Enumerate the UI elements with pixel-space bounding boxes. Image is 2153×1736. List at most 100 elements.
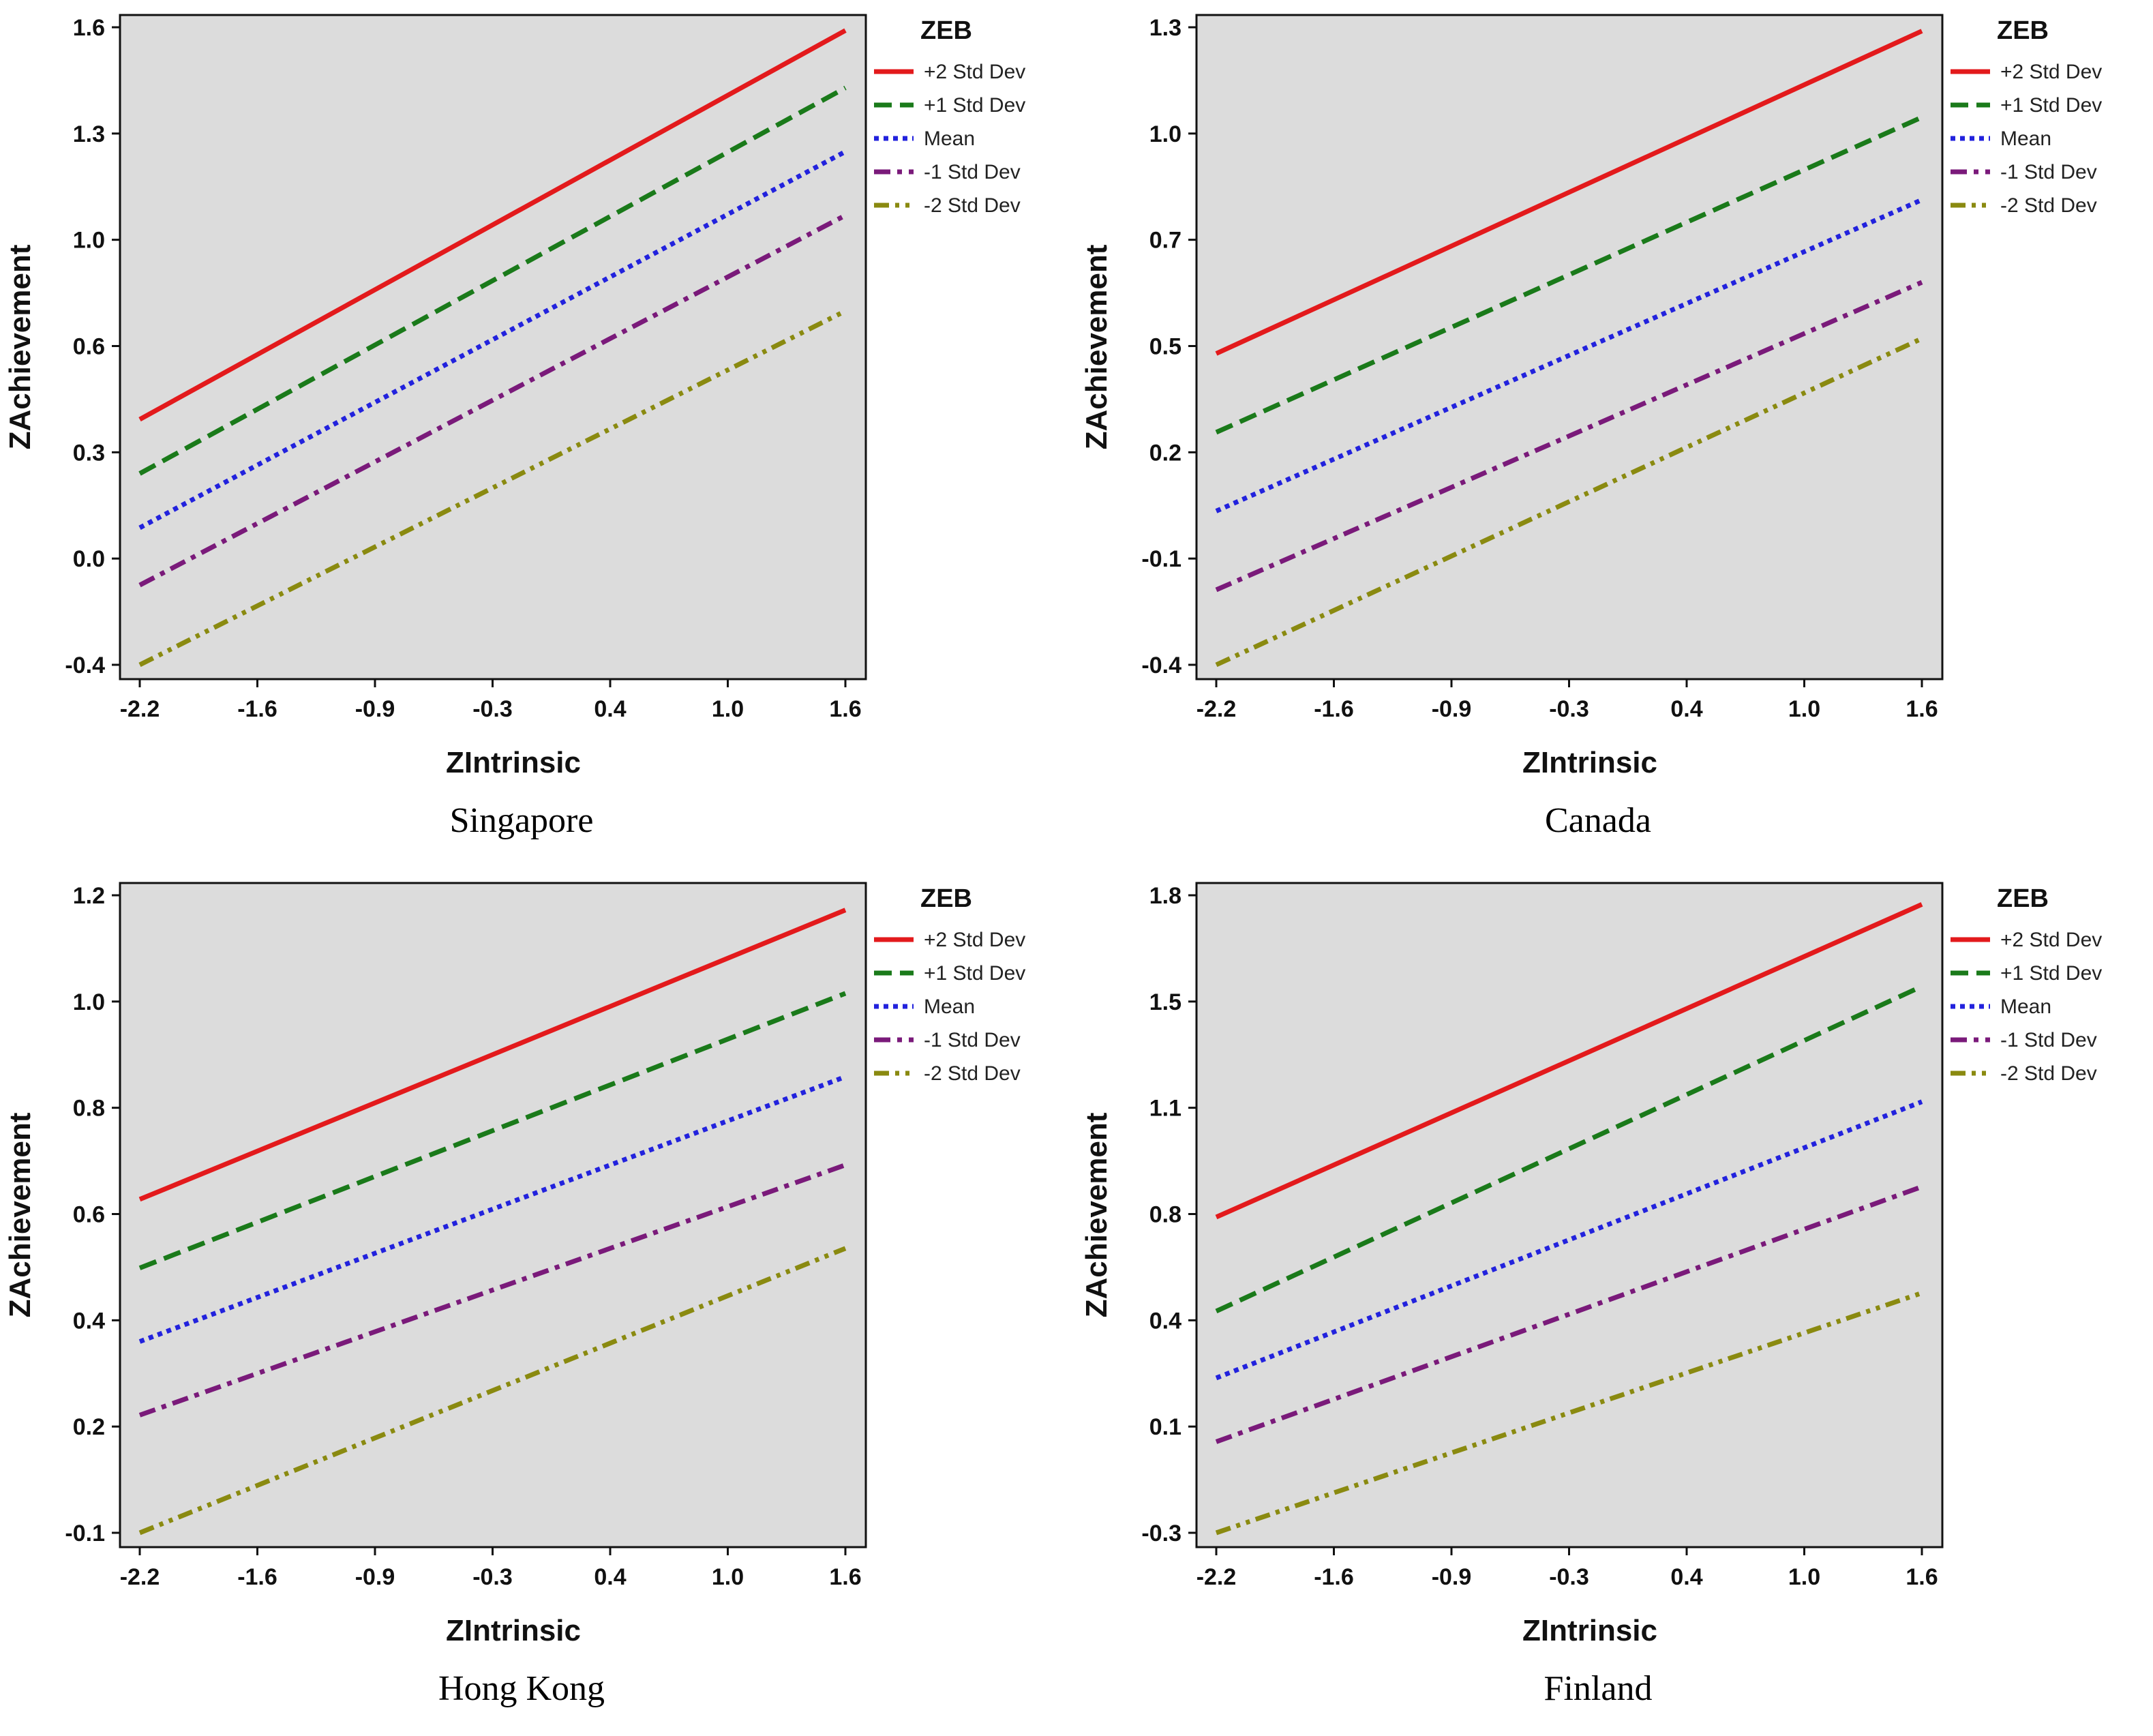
legend-label: +1 Std Dev (924, 94, 1025, 117)
legend-label: -1 Std Dev (2000, 1029, 2097, 1051)
x-tick-label: -2.2 (1196, 1564, 1237, 1590)
legend-label: -1 Std Dev (924, 161, 1021, 183)
y-tick-label: 1.5 (1149, 989, 1181, 1015)
x-tick-label: 1.6 (829, 696, 861, 722)
series-line-4 (138, 1246, 847, 1536)
chart-caption: Singapore (450, 801, 594, 840)
legend-title: ZEB (920, 16, 972, 45)
x-axis-title: ZIntrinsic (1522, 1614, 1657, 1647)
line-chart: -0.4 -0.1 0.2 0.5 0.7 1.0 1.3 -2.2 -1.6 -0.9 -0.3 0… (1080, 14, 2102, 840)
chart-caption: Hong Kong (438, 1669, 605, 1708)
legend-label: Mean (924, 996, 975, 1018)
x-tick-label: -0.3 (472, 1564, 513, 1590)
series-line-2 (1215, 197, 1923, 513)
series-line-2 (1215, 1099, 1923, 1381)
series-line-3 (138, 213, 847, 588)
y-tick-label: 1.3 (73, 121, 105, 147)
y-tick-label: -0.1 (1141, 546, 1181, 572)
legend-label: -1 Std Dev (924, 1029, 1021, 1051)
y-tick-label: 0.2 (73, 1414, 105, 1440)
series-line-0 (1215, 902, 1923, 1220)
y-tick-label: -0.4 (65, 653, 105, 678)
x-tick-label: -0.3 (1549, 1564, 1589, 1590)
legend-title: ZEB (1997, 884, 2049, 913)
legend-label: +1 Std Dev (924, 962, 1025, 985)
legend-label: Mean (924, 128, 975, 150)
plot-area (1195, 14, 1944, 680)
series-line-0 (138, 28, 847, 422)
y-axis-title: ZAchievement (1080, 244, 1113, 449)
line-chart: -0.4 0.0 0.3 0.6 1.0 1.3 1.6 -2.2 -1.6 -0.9 -0.3 0.… (3, 14, 1025, 840)
y-tick-label: 1.6 (73, 15, 105, 41)
chart-panel-singapore: -0.4 0.0 0.3 0.6 1.0 1.3 1.6 -2.2 -1.6 -0.9 -0.3 0.… (0, 0, 1076, 868)
y-axis-title: ZAchievement (3, 244, 37, 449)
series-line-0 (138, 908, 847, 1202)
x-tick-label: -2.2 (120, 1564, 160, 1590)
legend-label: +2 Std Dev (2000, 61, 2102, 83)
x-tick-label: -2.2 (120, 696, 160, 722)
x-axis-title: ZIntrinsic (446, 1614, 581, 1647)
legend-label: Mean (2000, 128, 2051, 150)
plot-area (119, 882, 867, 1548)
legend-label: -2 Std Dev (2000, 1062, 2097, 1085)
x-axis-title: ZIntrinsic (446, 746, 581, 779)
chart-panel-hong-kong: -0.1 0.2 0.4 0.6 0.8 1.0 1.2 -2.2 -1.6 -0.9 -0.3 0.… (0, 868, 1076, 1736)
chart-caption: Canada (1545, 801, 1651, 840)
x-tick-label: -0.9 (355, 696, 395, 722)
plot-area (1195, 882, 1944, 1548)
x-tick-label: 1.6 (1906, 1564, 1938, 1590)
series-line-3 (138, 1163, 847, 1418)
x-tick-label: -0.9 (355, 1564, 395, 1590)
y-tick-label: -0.3 (1141, 1521, 1181, 1546)
y-tick-label: 0.8 (73, 1096, 105, 1122)
series-line-3 (1215, 1184, 1923, 1444)
y-tick-label: 1.3 (1149, 15, 1181, 41)
x-tick-label: 0.4 (1670, 696, 1702, 722)
y-tick-label: 0.6 (73, 334, 105, 360)
y-tick-label: 0.1 (1149, 1414, 1181, 1440)
x-axis-title: ZIntrinsic (1522, 746, 1657, 779)
legend-label: Mean (2000, 996, 2051, 1018)
y-tick-label: 1.8 (1149, 883, 1181, 909)
y-tick-label: 0.0 (73, 546, 105, 572)
legend-title: ZEB (920, 884, 972, 913)
y-axis-title: ZAchievement (1080, 1112, 1113, 1317)
y-tick-label: 0.7 (1149, 228, 1181, 254)
y-tick-label: 0.5 (1149, 334, 1181, 360)
x-tick-label: -0.3 (472, 696, 513, 722)
legend-label: -1 Std Dev (2000, 161, 2097, 183)
legend-label: +2 Std Dev (924, 929, 1025, 951)
y-tick-label: 0.2 (1149, 440, 1181, 466)
x-tick-label: 1.0 (712, 696, 744, 722)
x-tick-label: 1.6 (829, 1564, 861, 1590)
x-tick-label: 1.6 (1906, 696, 1938, 722)
y-tick-label: 0.4 (73, 1308, 105, 1334)
series-line-3 (1215, 280, 1923, 593)
legend-title: ZEB (1997, 16, 2049, 45)
x-tick-label: 1.0 (1788, 1564, 1820, 1590)
y-tick-label: 0.3 (73, 440, 105, 466)
line-chart: -0.3 0.1 0.4 0.8 1.1 1.5 1.8 -2.2 -1.6 -0.9 -0.3 0.… (1080, 882, 2102, 1708)
y-tick-label: 0.8 (1149, 1202, 1181, 1228)
chart-panel-finland: -0.3 0.1 0.4 0.8 1.1 1.5 1.8 -2.2 -1.6 -0.9 -0.3 0.… (1076, 868, 2153, 1736)
y-tick-label: 0.4 (1149, 1308, 1181, 1334)
legend-label: +2 Std Dev (2000, 929, 2102, 951)
x-tick-label: -1.6 (237, 696, 277, 722)
legend-label: -2 Std Dev (2000, 194, 2097, 217)
y-tick-label: 1.2 (73, 883, 105, 909)
series-line-2 (138, 1074, 847, 1344)
y-tick-label: 1.0 (73, 989, 105, 1015)
series-line-1 (138, 991, 847, 1270)
x-tick-label: -0.9 (1432, 696, 1472, 722)
line-chart: -0.1 0.2 0.4 0.6 0.8 1.0 1.2 -2.2 -1.6 -0.9 -0.3 0.… (3, 882, 1025, 1708)
x-tick-label: 1.0 (712, 1564, 744, 1590)
x-tick-label: -0.3 (1549, 696, 1589, 722)
chart-panel-canada: -0.4 -0.1 0.2 0.5 0.7 1.0 1.3 -2.2 -1.6 -0.9 -0.3 0… (1076, 0, 2153, 868)
series-line-4 (1215, 336, 1923, 668)
legend-label: +1 Std Dev (2000, 962, 2102, 985)
x-tick-label: -0.9 (1432, 1564, 1472, 1590)
plot-area (119, 14, 867, 680)
x-tick-label: 0.4 (594, 1564, 626, 1590)
chart-caption: Finland (1544, 1669, 1653, 1708)
series-line-1 (138, 85, 847, 476)
